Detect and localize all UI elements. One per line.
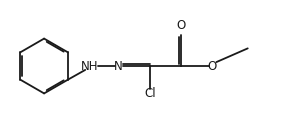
Text: O: O	[208, 60, 217, 72]
Text: N: N	[114, 60, 123, 72]
Text: NH: NH	[80, 60, 98, 72]
Text: Cl: Cl	[144, 87, 156, 100]
Text: O: O	[177, 19, 186, 32]
